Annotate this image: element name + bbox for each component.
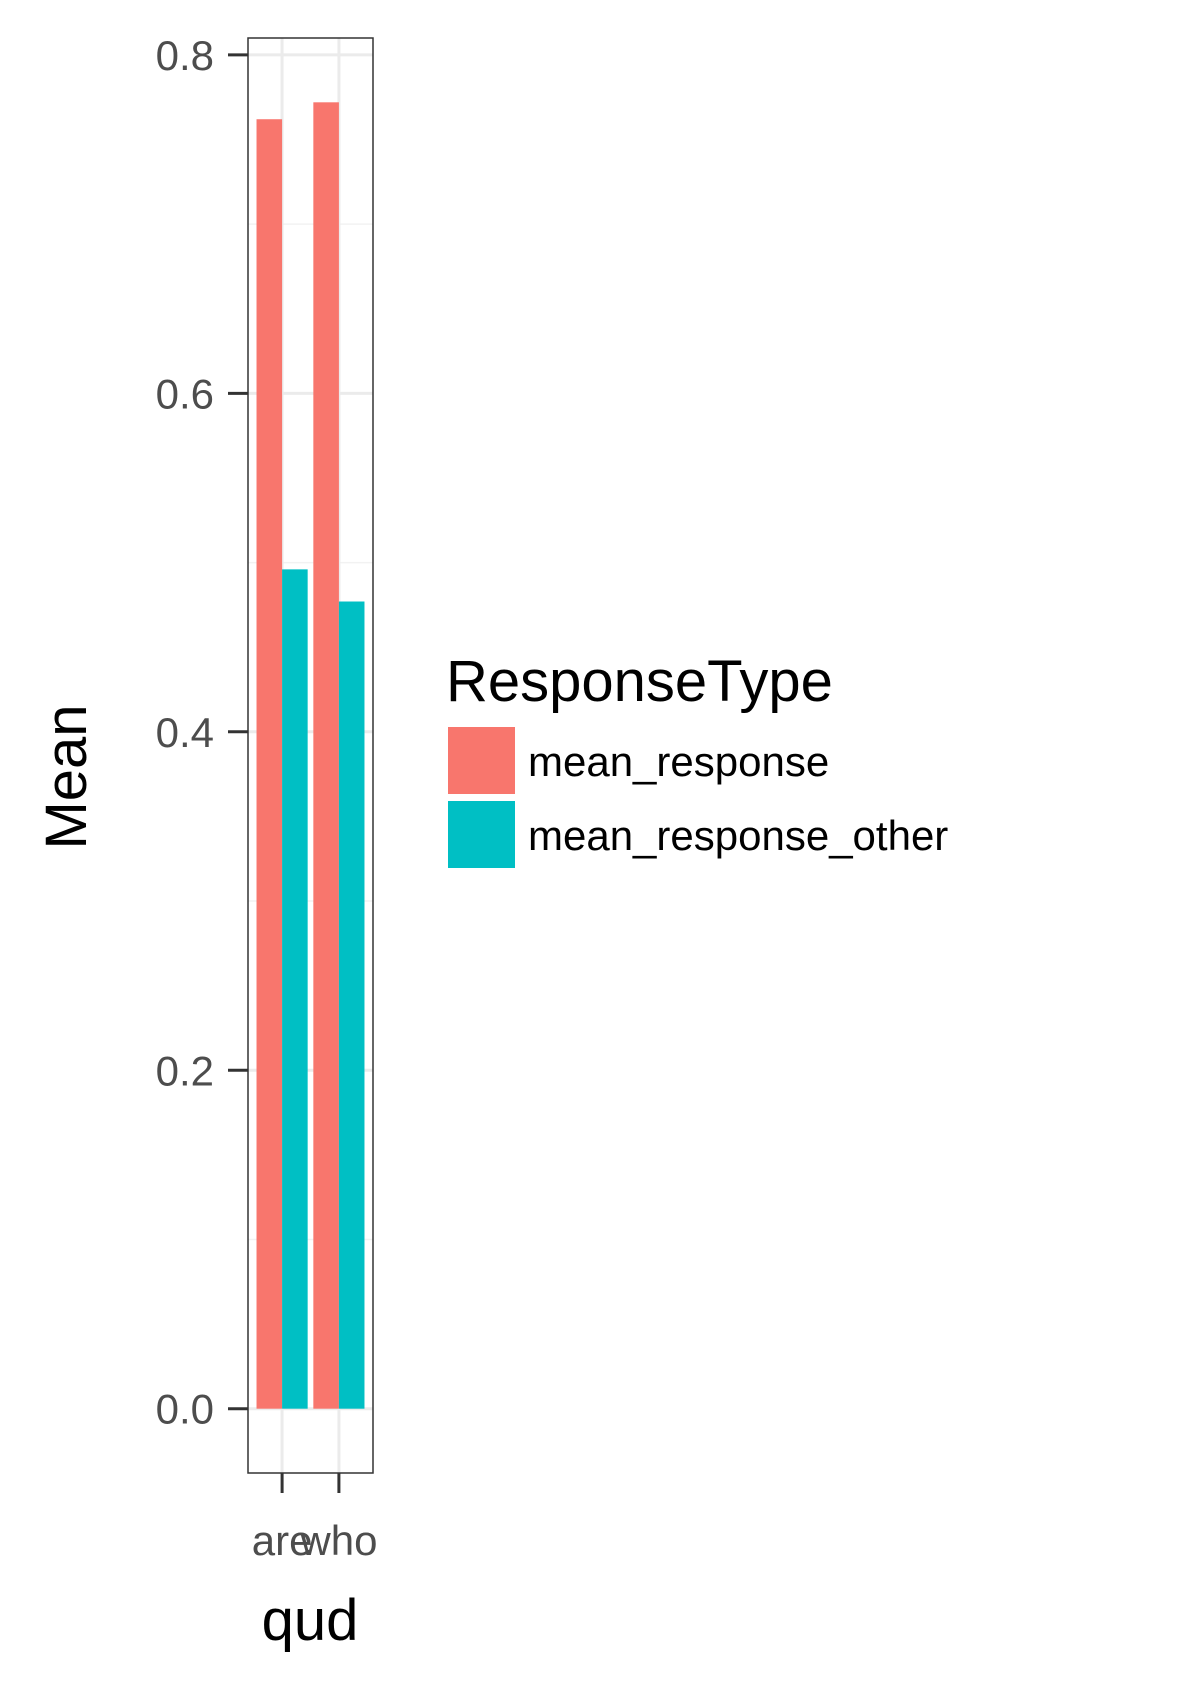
y-tick-label: 0.6 xyxy=(156,370,214,417)
y-axis-title: Mean xyxy=(34,704,99,849)
legend-title: ResponseType xyxy=(446,649,833,714)
x-tick-label: who xyxy=(299,1517,377,1564)
bars xyxy=(256,102,365,1409)
y-tick-label: 0.8 xyxy=(156,32,214,79)
bar-mean_response-are xyxy=(256,119,283,1409)
panel-border xyxy=(247,37,374,1474)
legend-key-mean_response xyxy=(448,727,515,794)
x-tick-label: are xyxy=(252,1517,313,1564)
legend-key-mean_response_other xyxy=(448,801,515,868)
legend-items: mean_response mean_response_other xyxy=(448,727,948,868)
y-axis: 0.0 0.2 0.4 0.6 0.8 xyxy=(156,32,248,1433)
y-tick-label: 0.4 xyxy=(156,709,214,756)
legend-label-mean_response_other: mean_response_other xyxy=(528,812,948,859)
bar-mean_response_other-are xyxy=(282,569,308,1409)
bar-mean_response_other-who xyxy=(338,601,365,1409)
x-axis-title: qud xyxy=(262,1588,359,1653)
bar-mean_response-who xyxy=(313,102,339,1409)
legend: ResponseType mean_response mean_response_… xyxy=(446,649,948,868)
legend-label-mean_response: mean_response xyxy=(528,738,829,785)
y-tick-label: 0.2 xyxy=(156,1047,214,1094)
y-tick-label: 0.0 xyxy=(156,1386,214,1433)
